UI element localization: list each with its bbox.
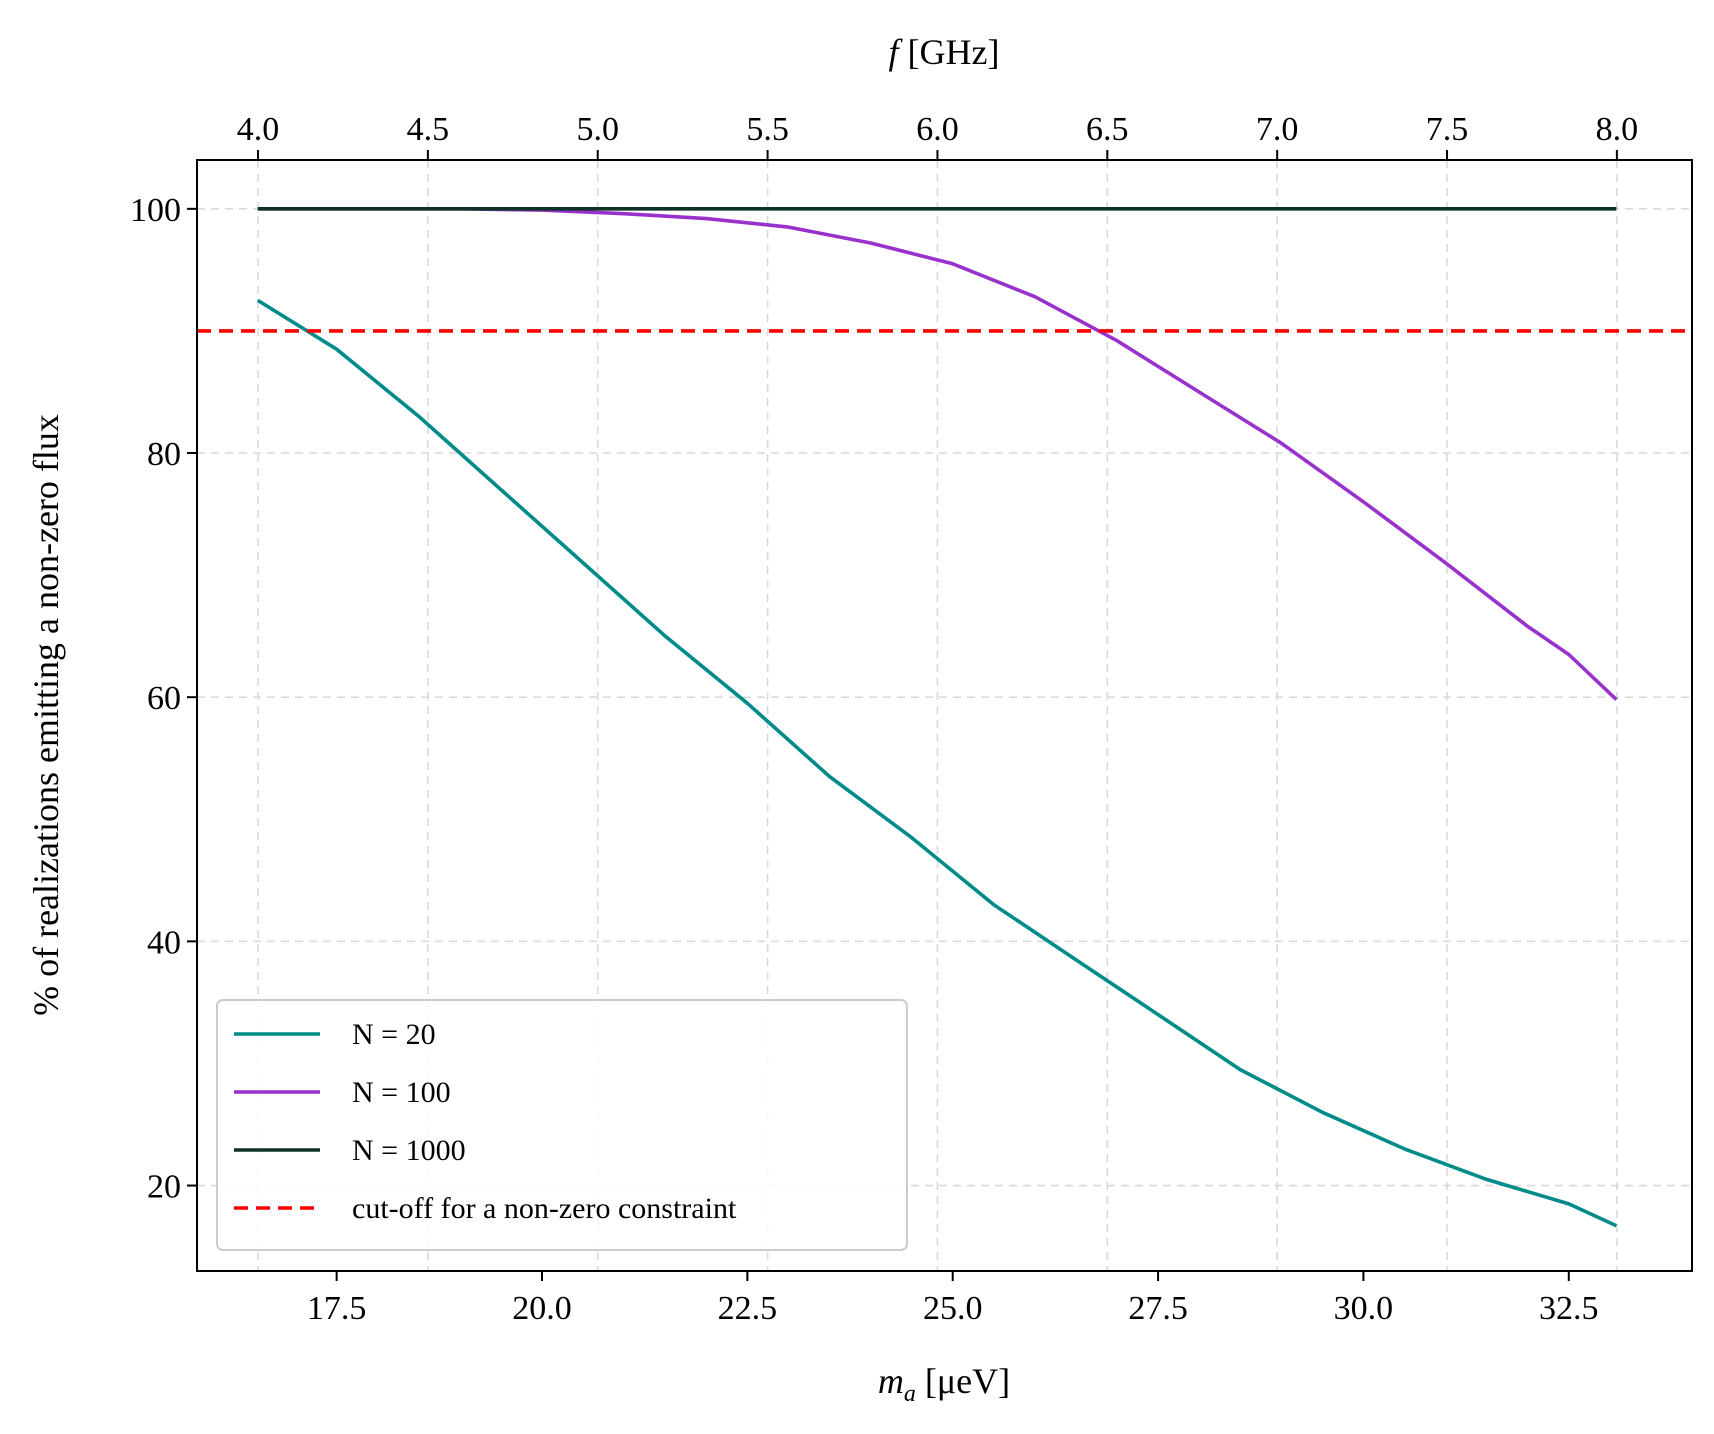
x-axis-label: ma [μeV] [878,1361,1010,1407]
x-tick-label: 25.0 [923,1290,983,1327]
legend-label: N = 20 [352,1018,436,1051]
legend-label: cut-off for a non-zero constraint [352,1192,737,1225]
legend: N = 20 N = 100 N = 1000 cut-off for a non-z… [216,999,908,1251]
top-axis-label: f [GHz] [889,32,1000,72]
y-tick-label: 60 [147,680,181,717]
x2-tick-label: 6.0 [916,111,959,148]
legend-label: N = 100 [352,1076,451,1109]
x2-tick-label: 6.5 [1086,111,1129,148]
x-tick-label: 17.5 [307,1290,367,1327]
plot-frame [196,159,1693,1272]
legend-items: N = 20 N = 100 N = 1000 cut-off for a non-z… [234,1018,737,1225]
x-tick-label: 27.5 [1128,1290,1188,1327]
x2-tick-label: 7.5 [1426,111,1469,148]
x-tick-label: 22.5 [718,1290,778,1327]
series-line-1 [256,298,1618,1228]
y-axis-label: % of realizations emitting a non-zero fl… [26,414,66,1016]
y-tick-label: 80 [147,436,181,473]
x-tick-label: 20.0 [512,1290,572,1327]
x-tick-label: 30.0 [1334,1290,1394,1327]
y-tick-label: 40 [147,924,181,961]
legend-label: N = 1000 [352,1134,466,1167]
x2-tick-label: 5.0 [576,111,619,148]
x2-tick-label: 5.5 [746,111,789,148]
x-tick-label: 32.5 [1539,1290,1599,1327]
y-tick-label: 20 [147,1169,181,1206]
x2-tick-label: 4.5 [407,111,450,148]
axis-ticks: 20 40 60 80 100 17.5 20.0 22.5 25.0 27.5 30.0 32.5 4… [130,111,1638,1327]
x2-tick-label: 4.0 [237,111,280,148]
y-tick-label: 100 [130,192,181,229]
x2-tick-label: 8.0 [1596,111,1639,148]
legend-box [216,999,908,1251]
plot-series [197,207,1692,1228]
x2-tick-label: 7.0 [1256,111,1299,148]
